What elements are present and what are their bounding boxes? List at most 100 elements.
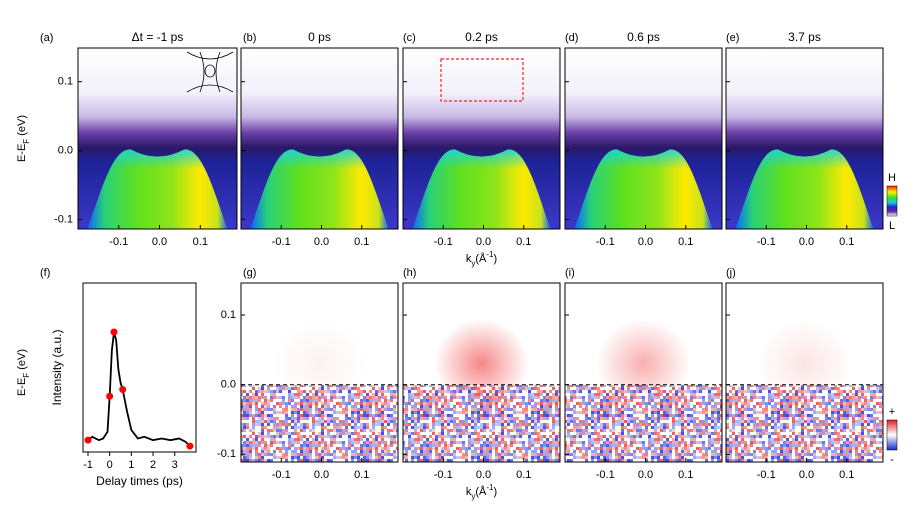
panel-label: (i)	[565, 267, 575, 279]
x-tick-label: 3	[172, 459, 178, 471]
x-tick-label: 0.1	[516, 236, 531, 248]
axis-label-part: (Å	[475, 485, 487, 498]
x-tick-label: 0.1	[678, 236, 693, 248]
image	[241, 48, 398, 229]
x-tick-label: 0.0	[314, 469, 329, 481]
y-tick-label: -0.1	[217, 448, 236, 460]
image	[726, 283, 883, 462]
x-tick-label: 0.0	[799, 236, 814, 248]
x-tick-label: 2	[150, 459, 156, 471]
panel-label: (j)	[726, 267, 736, 279]
y-tick-label: 0.1	[58, 76, 73, 88]
axis-label-part: )	[493, 253, 497, 265]
x-tick-label: 0.1	[839, 236, 854, 248]
frame	[77, 47, 238, 230]
x-tick-label: 0.0	[799, 469, 814, 481]
x-tick-label: 0.0	[314, 236, 329, 248]
axis-label-part: E-E	[16, 378, 28, 396]
x-tick-label: 0.1	[678, 469, 693, 481]
x-tick-label: -0.1	[434, 236, 453, 248]
panel-title: 0.2 ps	[465, 30, 498, 44]
panel-title: 0.6 ps	[627, 30, 660, 44]
diff-noise	[565, 385, 722, 462]
image	[726, 48, 883, 229]
panel-label: (d)	[565, 32, 578, 44]
inset-sketch	[186, 51, 234, 93]
band-dome-edge	[735, 149, 874, 229]
x-tick-label: -0.1	[757, 469, 776, 481]
frame	[725, 47, 884, 230]
image	[565, 283, 722, 462]
colorbar	[886, 185, 898, 217]
diff-noise	[241, 385, 398, 462]
x-tick-label: -0.1	[272, 236, 291, 248]
y-tick-label: 0.1	[221, 309, 236, 321]
x-tick-label: -0.1	[434, 469, 453, 481]
panel-title: Δt = -1 ps	[132, 30, 184, 44]
axis-label-part: y	[471, 492, 475, 501]
band-dome-edge	[412, 149, 551, 229]
y-tick-label: -0.1	[54, 213, 73, 225]
data-point	[186, 442, 194, 450]
panel-title: 0 ps	[308, 30, 331, 44]
x-tick-label: 0.0	[638, 469, 653, 481]
axis-label: E-EF (eV)	[16, 115, 31, 162]
y-tick-label: 0.0	[221, 379, 236, 391]
x-tick-label: 0.1	[193, 236, 208, 248]
x-tick-label: -0.1	[757, 236, 776, 248]
image	[565, 48, 722, 229]
x-tick-label: 1	[128, 459, 134, 471]
axis-label: E-EF (eV)	[16, 349, 31, 396]
x-tick-label: 0.1	[354, 469, 369, 481]
frame	[564, 282, 723, 463]
panel-label: (e)	[726, 32, 739, 44]
inset-pocket	[204, 64, 216, 78]
axis-label-part: -1	[486, 250, 494, 259]
frame	[402, 282, 561, 463]
image	[403, 283, 560, 462]
image	[78, 48, 237, 229]
colorbar-label: H	[888, 172, 896, 184]
panel-label: (b)	[243, 32, 256, 44]
panel-label: (a)	[40, 32, 53, 44]
x-tick-label: -0.1	[109, 236, 128, 248]
axis-label: Delay times (ps)	[96, 474, 183, 488]
inset-line	[186, 51, 234, 93]
y-tick-label: 0.0	[58, 144, 73, 156]
axis-label-part: y	[471, 259, 475, 268]
diff-noise	[726, 385, 883, 462]
frame	[402, 47, 561, 230]
colorbar-label: +	[889, 406, 895, 418]
x-tick-label: 0.0	[476, 469, 491, 481]
image	[241, 283, 398, 462]
x-tick-label: 0.1	[516, 469, 531, 481]
axis-label-part: (Å	[475, 252, 487, 265]
band-dome-edge	[574, 149, 713, 229]
axis-label-part: (eV)	[16, 349, 28, 373]
axis-label: Intensity (a.u.)	[50, 329, 64, 405]
colorbar-label: L	[889, 220, 895, 232]
x-tick-label: 0.0	[476, 236, 491, 248]
colorbar-label: -	[890, 454, 894, 466]
frame	[725, 282, 884, 463]
x-tick-label: 0.0	[638, 236, 653, 248]
panel-label: (c)	[403, 32, 416, 44]
x-tick-label: -0.1	[272, 469, 291, 481]
x-tick-label: 0.1	[354, 236, 369, 248]
axis-label: ky(Å-1)	[466, 483, 497, 501]
data-point	[106, 392, 114, 400]
image	[403, 48, 560, 229]
axis-label-part: -1	[486, 483, 494, 492]
colorbar	[886, 419, 898, 451]
x-tick-label: 0.1	[839, 469, 854, 481]
panel-label: (g)	[243, 267, 256, 279]
frame	[82, 282, 197, 453]
axis-label-part: E-E	[16, 144, 28, 162]
axis-label-part: k	[466, 486, 472, 498]
data-point	[110, 328, 118, 336]
frame	[240, 282, 399, 463]
data-line	[85, 331, 191, 447]
panel-label: (f)	[40, 267, 50, 279]
axis-label-part: (eV)	[16, 115, 28, 139]
